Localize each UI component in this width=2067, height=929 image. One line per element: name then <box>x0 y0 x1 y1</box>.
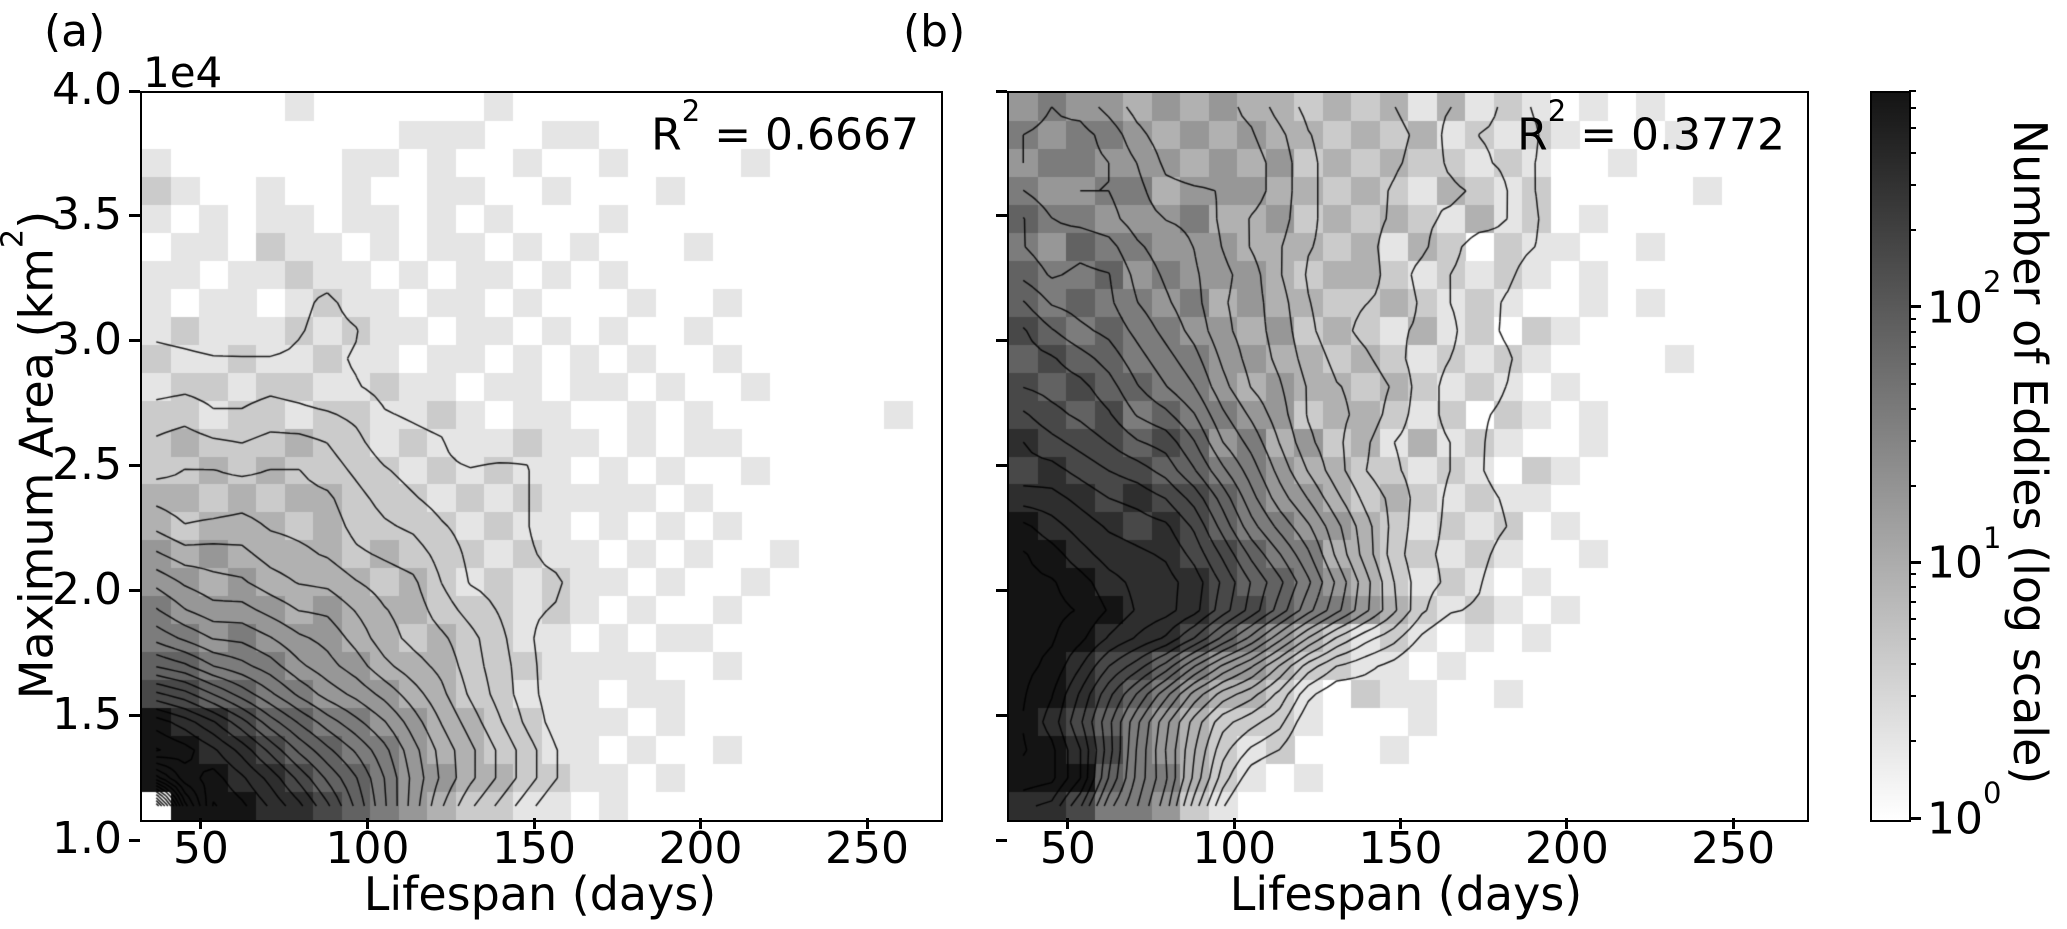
y-tick-mark <box>996 89 1007 93</box>
y-tick-label: 2.0 <box>52 563 122 615</box>
colorbar-minor-tick-mark <box>1909 663 1916 666</box>
colorbar-minor-tick-mark <box>1909 330 1916 333</box>
y-tick-mark <box>129 714 140 718</box>
panel-b-r2-base: R <box>1517 109 1548 161</box>
colorbar-minor-tick-mark <box>1909 127 1916 130</box>
colorbar-minor-tick-mark <box>1909 638 1916 641</box>
x-tick-mark <box>865 818 869 829</box>
panel-a-r2-annotation: R2 = 0.6667 <box>651 94 919 161</box>
panel-b-r2-superscript: 2 <box>1547 93 1567 128</box>
panel-a-plot-area: R2 = 0.6667 <box>140 91 943 822</box>
colorbar-tick-base: 10 <box>1927 282 1983 334</box>
y-tick-label: 1.5 <box>52 688 122 740</box>
y-tick-mark <box>129 464 140 468</box>
colorbar-minor-tick-mark <box>1909 152 1916 155</box>
x-tick-label: 50 <box>172 823 229 874</box>
panel-a-r2-superscript: 2 <box>681 93 701 128</box>
colorbar-tick-exponent: 0 <box>1983 776 2002 811</box>
panel-b-r2-annotation: R2 = 0.3772 <box>1517 94 1785 161</box>
colorbar-minor-tick-mark <box>1909 740 1916 743</box>
colorbar-minor-tick-mark <box>1909 362 1916 365</box>
colorbar-minor-tick-mark <box>1909 229 1916 232</box>
x-tick-label: 100 <box>1192 823 1277 874</box>
colorbar-minor-tick-mark <box>1909 90 1916 92</box>
x-tick-label: 200 <box>1524 823 1609 874</box>
colorbar-minor-tick-mark <box>1909 382 1916 385</box>
panel-a-xaxis-title: Lifespan (days) <box>363 867 717 921</box>
colorbar-minor-tick-mark <box>1909 586 1916 589</box>
y-tick-mark <box>129 339 140 343</box>
colorbar-minor-tick-mark <box>1909 184 1916 187</box>
y-axis-offset-label: 1e4 <box>143 48 223 97</box>
x-tick-mark <box>532 818 536 829</box>
colorbar-minor-tick-mark <box>1909 107 1916 110</box>
y-tick-label: 2.5 <box>52 438 122 490</box>
x-tick-mark <box>365 818 369 829</box>
y-tick-mark <box>996 464 1007 468</box>
x-tick-label: 250 <box>825 823 910 874</box>
colorbar-tick-exponent: 1 <box>1983 520 2002 555</box>
panel-b-plot-area: R2 = 0.3772 <box>1007 91 1809 822</box>
colorbar-major-tick-mark <box>1909 305 1921 309</box>
y-tick-label: 3.0 <box>52 313 122 365</box>
panel-b-label: (b) <box>903 6 966 57</box>
x-tick-label: 150 <box>1358 823 1443 874</box>
colorbar-tick-label: 101 <box>1927 523 2001 590</box>
colorbar-tick-label: 102 <box>1927 268 2001 334</box>
colorbar-label: Number of Eddies (log scale) <box>2003 119 2057 785</box>
y-tick-mark <box>996 589 1007 593</box>
colorbar-major-tick-mark <box>1909 560 1921 564</box>
x-tick-mark <box>1232 818 1236 829</box>
colorbar-minor-tick-mark <box>1909 407 1916 410</box>
panel-b-xaxis-title: Lifespan (days) <box>1229 867 1583 921</box>
colorbar-tick-base: 10 <box>1927 538 1983 590</box>
panel-b-heatmap-canvas <box>1009 93 1807 820</box>
colorbar-tick-label: 100 <box>1927 779 2001 845</box>
panel-b-r2-value: = 0.3772 <box>1566 109 1785 161</box>
y-tick-mark <box>996 714 1007 718</box>
y-tick-mark <box>129 589 140 593</box>
y-tick-label: 3.5 <box>52 188 122 240</box>
y-tick-mark <box>996 838 1007 842</box>
y-tick-mark <box>996 214 1007 218</box>
colorbar-tick-exponent: 2 <box>1983 265 2002 300</box>
x-tick-mark <box>199 818 203 829</box>
y-tick-label: 4.0 <box>52 64 122 115</box>
x-tick-mark <box>1066 818 1070 829</box>
panel-a-r2-base: R <box>651 109 682 161</box>
y-tick-mark <box>129 838 140 842</box>
x-tick-label: 100 <box>325 823 410 874</box>
colorbar-minor-tick-mark <box>1909 695 1916 698</box>
x-tick-mark <box>1399 818 1402 829</box>
colorbar-minor-tick-mark <box>1909 317 1916 320</box>
y-tick-mark <box>129 214 140 218</box>
colorbar-minor-tick-mark <box>1909 601 1916 604</box>
panel-a-heatmap-canvas <box>142 93 941 820</box>
colorbar-minor-tick-mark <box>1909 484 1916 487</box>
y-tick-mark <box>129 89 140 93</box>
x-tick-mark <box>1565 818 1569 829</box>
colorbar-minor-tick-mark <box>1909 345 1916 348</box>
x-tick-mark <box>699 818 703 829</box>
colorbar-minor-tick-mark <box>1909 439 1916 442</box>
x-tick-mark <box>1731 818 1735 829</box>
x-tick-label: 50 <box>1039 823 1096 874</box>
colorbar <box>1870 91 1911 822</box>
x-tick-label: 250 <box>1691 823 1776 874</box>
x-tick-label: 200 <box>658 823 743 874</box>
colorbar-tick-base: 10 <box>1927 793 1983 845</box>
panel-a-r2-value: = 0.6667 <box>700 109 919 161</box>
panel-a-label: (a) <box>44 6 106 57</box>
y-tick-label: 1.0 <box>52 813 122 865</box>
colorbar-minor-tick-mark <box>1909 573 1916 576</box>
y-tick-mark <box>996 339 1007 343</box>
colorbar-major-tick-mark <box>1909 816 1921 820</box>
colorbar-minor-tick-mark <box>1909 618 1916 621</box>
x-tick-label: 150 <box>492 823 576 874</box>
